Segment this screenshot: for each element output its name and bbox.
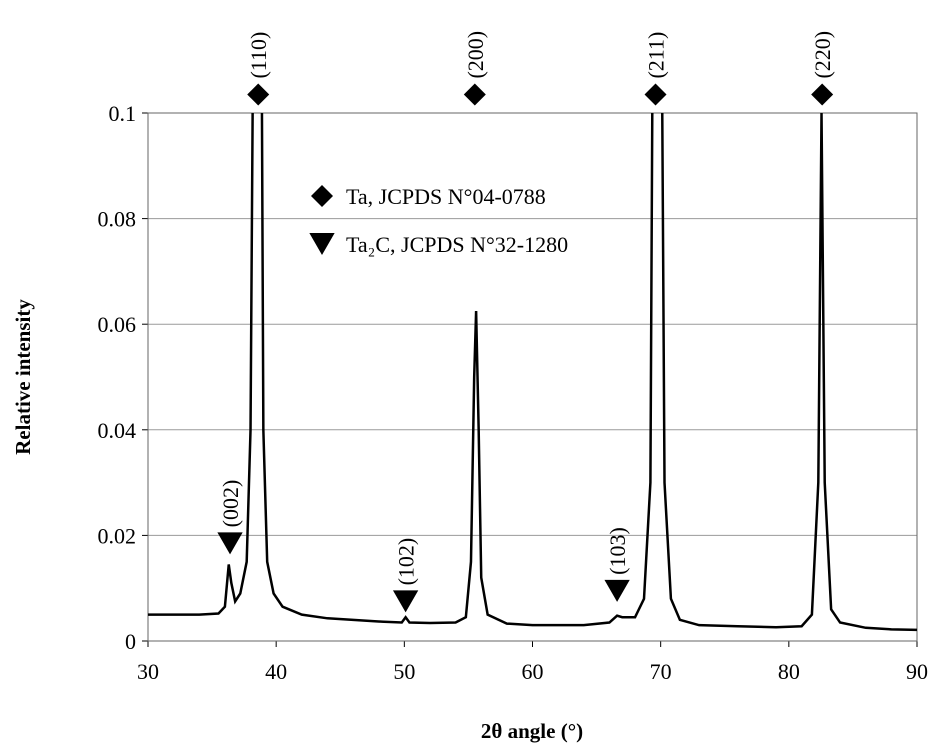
y-tick-label: 0.06 [98, 312, 137, 337]
annotation-label: (002) [218, 480, 243, 528]
x-tick-label: 50 [393, 659, 415, 684]
annotation-label: (200) [463, 31, 488, 79]
annotation-label: (103) [605, 527, 630, 575]
diamond-marker [247, 83, 270, 106]
x-tick-label: 90 [906, 659, 928, 684]
diamond-marker [463, 83, 486, 106]
diamond-marker [311, 185, 333, 207]
annotation-label: (220) [810, 31, 835, 79]
triangle-marker [392, 590, 419, 613]
x-tick-label: 40 [265, 659, 287, 684]
y-tick-label: 0.04 [98, 418, 137, 443]
annotation-label: (110) [246, 32, 271, 79]
x-tick-label: 60 [522, 659, 544, 684]
legend-label: Ta, JCPDS N°04-0788 [346, 184, 546, 209]
triangle-marker [217, 532, 243, 555]
x-tick-label: 30 [137, 659, 159, 684]
plot-frame [147, 112, 918, 642]
annotation-label: (211) [644, 32, 669, 79]
triangle-marker [604, 579, 630, 602]
diamond-marker [644, 83, 667, 106]
y-tick-label: 0 [125, 629, 136, 654]
y-tick-label: 0.02 [98, 523, 137, 548]
x-axis-title: 2θ angle (°) [481, 719, 583, 743]
annotation-label: (102) [394, 538, 419, 586]
triangle-marker [309, 233, 335, 255]
legend-label: Ta₂C, JCPDS N°32-1280 [346, 232, 568, 257]
x-tick-label: 80 [778, 659, 800, 684]
x-tick-label: 70 [650, 659, 672, 684]
y-axis-title: Relative intensity [11, 299, 35, 455]
diamond-marker [811, 83, 834, 106]
y-tick-label: 0.1 [109, 101, 137, 126]
data-line [148, 113, 917, 632]
y-tick-label: 0.08 [98, 207, 137, 232]
